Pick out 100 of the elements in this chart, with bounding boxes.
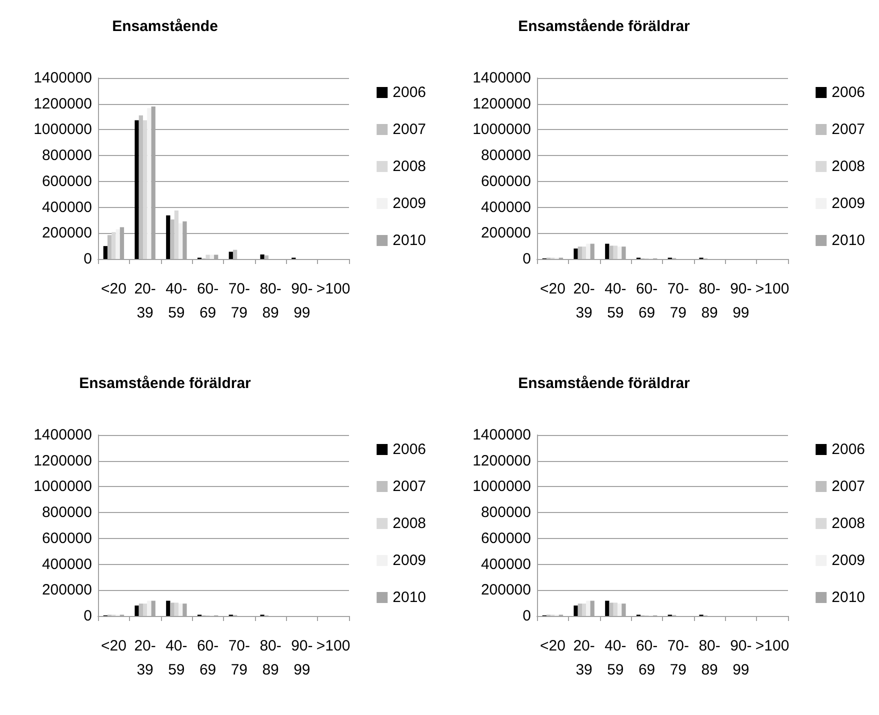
legend-label: 2006 [832,84,866,101]
y-tick-label: 200000 [480,582,531,599]
x-tick-label: 90-99 [291,638,313,678]
y-tick-label: 800000 [480,504,531,522]
bar [586,600,590,616]
y-tick-label: 0 [522,608,531,624]
legend-label: 2009 [392,195,426,212]
bar [112,232,116,259]
bar [134,120,139,259]
y-tick-label: 200000 [42,224,92,242]
x-tick-label: >100 [316,280,350,298]
bar [260,254,264,259]
x-tick-label: 90-99 [730,280,752,322]
bar [206,254,210,259]
y-tick-label: 400000 [480,198,531,216]
bar [613,246,618,259]
x-tick-label: 40-59 [604,280,626,322]
bar [609,246,614,259]
legend-label: 2007 [832,121,866,138]
y-tick-label: 0 [84,608,92,624]
y-tick-label: 600000 [480,530,531,547]
y-tick-label: 600000 [42,172,92,190]
bar [605,244,610,259]
x-tick-label: 70-79 [228,280,250,322]
bar [138,115,143,259]
y-tick-label: 1200000 [34,452,92,470]
bar [210,254,214,259]
bar [174,602,179,616]
legend-label: 2010 [832,232,866,249]
x-tick-label: 20-39 [134,280,156,322]
bar [618,604,622,616]
x-tick-label: 40-59 [604,638,626,678]
x-tick-label: 20-39 [573,280,595,322]
y-tick-label: 1000000 [34,478,92,496]
x-tick-label: 80-89 [698,638,720,678]
y-tick-label: 600000 [42,530,92,547]
x-tick-label: 40-59 [166,280,188,322]
x-tick-label: >100 [755,638,790,654]
legend-label: 2010 [392,589,426,606]
bar [170,219,174,259]
x-tick-label: 70-79 [667,638,690,678]
x-tick-label: 60-69 [196,638,219,678]
x-tick-label: 60-69 [196,280,219,322]
legend-label: 2007 [832,478,866,495]
y-tick-label: 400000 [42,198,92,216]
legend-label: 2008 [832,515,866,532]
bar [232,250,238,259]
x-tick-label: 80-89 [260,638,282,678]
bar [142,604,148,616]
legend-label: 2010 [832,589,866,606]
y-tick-label: 200000 [42,582,92,599]
bar [578,604,582,616]
x-tick-label: 70-79 [228,638,250,678]
chart-title: Ensamstående [112,18,218,35]
x-tick-label: <20 [540,638,566,654]
legend-label: 2008 [392,515,426,532]
bar [116,229,120,259]
y-tick-label: 400000 [480,556,531,573]
bar [228,252,233,259]
legend-label: 2006 [392,84,426,101]
legend-label: 2008 [392,158,426,175]
y-tick-label: 1200000 [472,452,531,470]
bar [147,600,152,616]
y-tick-label: 1200000 [34,95,92,112]
x-tick-label: 70-79 [667,280,690,322]
legend-label: 2009 [832,195,866,212]
x-tick-label: >100 [755,280,790,298]
y-tick-label: 0 [522,250,531,268]
bar [578,246,582,259]
chart-title: Ensamstående föräldrar [518,375,690,392]
bar [618,246,622,259]
x-tick-label: <20 [100,280,126,298]
bar [574,248,578,259]
bar [107,235,112,259]
x-tick-label: 80-89 [698,280,720,322]
y-tick-label: 0 [84,250,92,268]
x-tick-label: <20 [540,280,566,298]
bar [142,120,148,259]
legend-label: 2007 [392,478,426,495]
bar [582,604,586,616]
x-tick-label: 60-69 [636,638,658,678]
legend-label: 2009 [832,552,866,569]
chart-title: Ensamstående föräldrar [518,18,690,35]
y-tick-label: 1400000 [472,426,531,444]
x-tick-label: 90-99 [730,638,752,678]
bar [138,604,143,616]
y-tick-label: 1000000 [472,121,531,138]
legend-label: 2007 [392,121,426,138]
bar [170,602,174,616]
y-tick-label: 200000 [480,224,531,242]
chart-title: Ensamstående föräldrar [79,375,252,392]
x-tick-label: 60-69 [636,280,658,322]
legend-label: 2010 [392,232,426,249]
y-tick-label: 1000000 [472,478,531,496]
x-tick-label: >100 [316,638,350,654]
bar [103,246,108,259]
legend-label: 2008 [832,158,866,175]
bar [605,600,610,616]
x-tick-label: 20-39 [134,638,156,678]
y-tick-label: 800000 [42,504,92,522]
